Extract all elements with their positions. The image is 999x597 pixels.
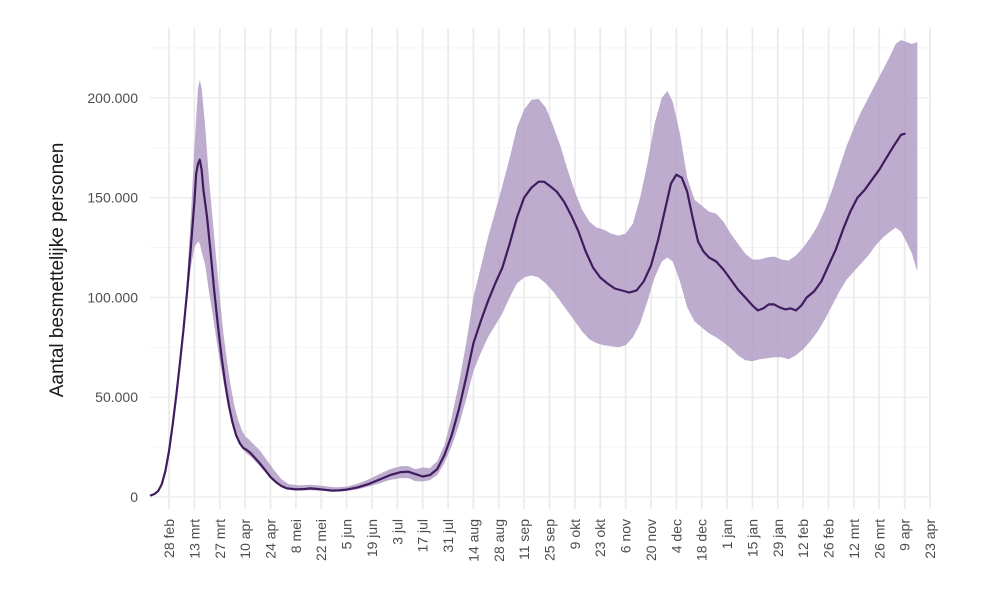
x-tick-label: 26 mrt bbox=[871, 519, 887, 559]
x-tick-label: 8 mei bbox=[288, 519, 304, 553]
y-tick-label: 200.000 bbox=[87, 90, 138, 106]
x-tick-label: 28 aug bbox=[491, 519, 507, 562]
y-tick-label: 150.000 bbox=[87, 190, 138, 206]
x-tick-label: 3 jul bbox=[389, 519, 405, 545]
x-axis-ticks: 28 feb 13 mrt 27 mrt 10 apr 24 apr 8 mei 22 me… bbox=[161, 519, 938, 562]
y-axis-ticks: 0 50.000 100.000 150.000 200.000 bbox=[87, 90, 138, 505]
x-tick-label: 20 nov bbox=[643, 519, 659, 561]
confidence-band bbox=[150, 40, 918, 496]
x-tick-label: 13 mrt bbox=[186, 519, 202, 559]
x-tick-label: 28 feb bbox=[161, 519, 177, 558]
x-tick-label: 12 feb bbox=[795, 519, 811, 558]
x-tick-label: 15 jan bbox=[744, 519, 760, 557]
x-tick-label: 12 mrt bbox=[846, 519, 862, 559]
y-tick-label: 0 bbox=[130, 489, 138, 505]
y-axis-title: Aantal besmettelijke personen bbox=[47, 143, 68, 398]
x-tick-label: 19 jun bbox=[364, 519, 380, 557]
x-tick-label: 22 mei bbox=[313, 519, 329, 561]
x-tick-label: 14 aug bbox=[465, 519, 481, 562]
x-tick-label: 31 jul bbox=[440, 519, 456, 552]
x-tick-label: 23 okt bbox=[592, 519, 608, 557]
x-tick-label: 9 apr bbox=[897, 519, 913, 551]
x-tick-label: 5 jun bbox=[339, 519, 355, 549]
x-tick-label: 29 jan bbox=[770, 519, 786, 557]
x-tick-label: 26 feb bbox=[821, 519, 837, 558]
y-tick-label: 50.000 bbox=[95, 389, 138, 405]
x-tick-label: 9 okt bbox=[567, 519, 583, 549]
x-tick-label: 24 apr bbox=[263, 519, 279, 559]
grid bbox=[150, 28, 931, 509]
x-tick-label: 1 jan bbox=[719, 519, 735, 549]
y-tick-label: 100.000 bbox=[87, 289, 138, 305]
x-tick-label: 6 nov bbox=[618, 519, 634, 553]
x-tick-label: 27 mrt bbox=[212, 519, 228, 559]
x-tick-label: 4 dec bbox=[668, 519, 684, 553]
x-tick-label: 17 jul bbox=[415, 519, 431, 552]
x-tick-label: 11 sep bbox=[516, 519, 532, 560]
x-tick-label: 23 apr bbox=[922, 519, 938, 559]
x-tick-label: 18 dec bbox=[694, 519, 710, 561]
x-tick-label: 10 apr bbox=[237, 519, 253, 559]
infectious-line bbox=[149, 132, 906, 497]
x-tick-label: 25 sep bbox=[542, 519, 558, 561]
